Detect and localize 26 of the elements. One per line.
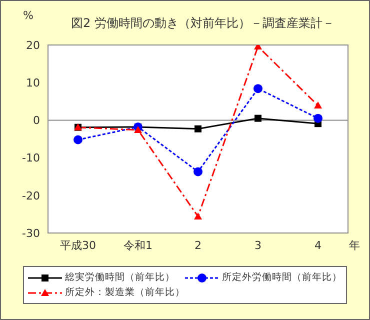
y-tick-label: 10 bbox=[26, 76, 40, 90]
x-tick-label: 4 bbox=[314, 238, 322, 252]
y-tick-label: -20 bbox=[22, 189, 40, 202]
legend-label: 所定外：製造業（前年比） bbox=[65, 286, 185, 299]
y-tick-label: 0 bbox=[33, 114, 40, 128]
point bbox=[254, 114, 262, 122]
point bbox=[254, 84, 262, 94]
point bbox=[314, 114, 322, 123]
y-tick-label: -30 bbox=[22, 226, 40, 240]
point bbox=[194, 212, 202, 220]
chart-title: 図2 労働時間の動き（対前年比）－調査産業計－ bbox=[71, 15, 334, 32]
legend-label: 所定外労働時間（前年比） bbox=[222, 271, 342, 284]
x-axis-title: 年 bbox=[349, 238, 360, 253]
y-axis-title: % bbox=[23, 9, 34, 22]
point bbox=[74, 135, 82, 144]
y-tick-label: 20 bbox=[26, 38, 40, 52]
y-tick-label: -10 bbox=[22, 152, 40, 165]
point bbox=[314, 102, 322, 109]
x-tick-label: 2 bbox=[194, 238, 202, 252]
x-tick-label: 3 bbox=[254, 238, 262, 252]
legend-label: 総実労働時間（前年比） bbox=[65, 271, 175, 284]
point bbox=[134, 126, 142, 133]
point bbox=[194, 167, 202, 176]
point bbox=[194, 125, 202, 132]
x-tick-label: 平成30 bbox=[60, 238, 96, 252]
x-tick-label: 令和1 bbox=[124, 238, 152, 252]
